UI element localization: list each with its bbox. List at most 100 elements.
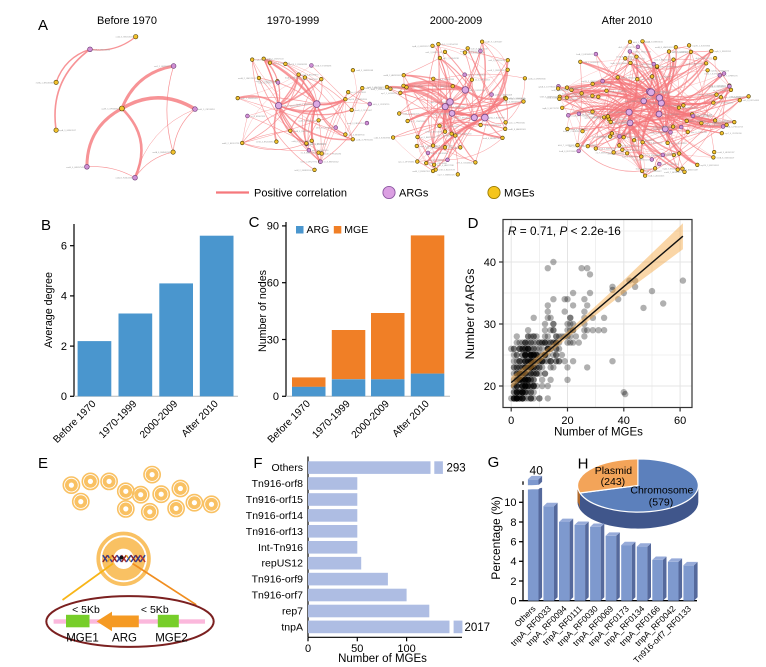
- svg-text:tetM_4_CM251436: tetM_4_CM251436: [662, 113, 680, 116]
- svg-text:tnpA_4_GM215573: tnpA_4_GM215573: [412, 45, 430, 48]
- svg-text:mefA_1_BK538485: mefA_1_BK538485: [36, 81, 54, 84]
- svg-text:lsaE_4_HM258239: lsaE_4_HM258239: [652, 91, 670, 93]
- svg-text:mefA_6_BM846702: mefA_6_BM846702: [152, 151, 171, 154]
- svg-text:rep7_7_CJ665050: rep7_7_CJ665050: [312, 150, 329, 152]
- svg-text:mefA_6_DK747425: mefA_6_DK747425: [402, 113, 420, 116]
- svg-text:sat4_3_BN993245: sat4_3_BN993245: [425, 51, 442, 54]
- svg-text:30: 30: [484, 319, 496, 331]
- svg-text:lsaE_8_HN104108: lsaE_8_HN104108: [471, 48, 489, 50]
- svg-text:MGE2: MGE2: [155, 633, 188, 645]
- svg-text:fexA_5_AM851886: fexA_5_AM851886: [599, 148, 617, 151]
- svg-text:ermB_9_GM939981: ermB_9_GM939981: [282, 106, 301, 108]
- svg-text:Number of nodes: Number of nodes: [257, 270, 269, 352]
- svg-text:vanA_5_BM884630: vanA_5_BM884630: [650, 131, 668, 134]
- svg-text:aadE_2_FM967351: aadE_2_FM967351: [412, 171, 430, 173]
- svg-text:2000-2009: 2000-2009: [430, 15, 483, 27]
- svg-text:50: 50: [351, 643, 363, 655]
- svg-text:mefA_2_AB289982: mefA_2_AB289982: [383, 74, 401, 77]
- svg-text:fexA_7_EM615928: fexA_7_EM615928: [707, 124, 725, 127]
- svg-text:mefA_8_HM318052: mefA_8_HM318052: [655, 46, 674, 49]
- svg-text:repUS_2_FM818990: repUS_2_FM818990: [348, 99, 367, 101]
- svg-text:ermB_9_EF314166: ermB_9_EF314166: [460, 51, 478, 53]
- svg-text:C: C: [249, 214, 260, 231]
- svg-text:Tn916-orf9: Tn916-orf9: [252, 574, 304, 586]
- svg-text:Others: Others: [271, 462, 303, 474]
- svg-text:0: 0: [508, 415, 514, 427]
- svg-text:tnpA_6_FM502191: tnpA_6_FM502191: [621, 76, 639, 79]
- svg-text:catA_3_EJ303936: catA_3_EJ303936: [374, 137, 391, 140]
- svg-text:fexA_2_EK584921: fexA_2_EK584921: [576, 53, 594, 56]
- svg-text:fexA_7_DM328872: fexA_7_DM328872: [509, 98, 527, 101]
- svg-text:Plasmid: Plasmid: [595, 465, 633, 477]
- svg-text:int_5_AM239509: int_5_AM239509: [592, 136, 608, 139]
- svg-text:catA_9_GM695568: catA_9_GM695568: [356, 69, 374, 72]
- svg-text:aphA_7_DM908663: aphA_7_DM908663: [636, 66, 655, 69]
- svg-text:lnuB_3_AF771528: lnuB_3_AF771528: [640, 78, 657, 81]
- svg-text:0: 0: [273, 391, 279, 403]
- svg-text:sat4_5_AJ766892: sat4_5_AJ766892: [671, 142, 688, 145]
- svg-text:2017: 2017: [465, 622, 491, 634]
- svg-text:int_4_FM780721: int_4_FM780721: [682, 107, 698, 110]
- svg-text:tnpA_9_GB967017: tnpA_9_GB967017: [59, 129, 77, 132]
- svg-text:vanA_3_HF721946: vanA_3_HF721946: [571, 114, 589, 117]
- svg-text:lsaE_4_DB943947: lsaE_4_DB943947: [443, 126, 461, 128]
- svg-text:catA_3_GN150631: catA_3_GN150631: [116, 36, 134, 39]
- svg-text:2: 2: [61, 341, 67, 353]
- svg-text:orf9_7_BN943781: orf9_7_BN943781: [443, 58, 460, 60]
- svg-text:tetM_2_DM815530: tetM_2_DM815530: [294, 169, 312, 172]
- svg-text:aadE_8_AM683105: aadE_8_AM683105: [508, 128, 527, 131]
- svg-text:fexA_8_BB580756: fexA_8_BB580756: [483, 137, 501, 140]
- svg-text:30: 30: [267, 334, 279, 346]
- svg-text:1970-1999: 1970-1999: [267, 15, 320, 27]
- svg-text:catA_1_CB767731: catA_1_CB767731: [628, 57, 646, 60]
- svg-text:90: 90: [267, 221, 279, 233]
- svg-text:fexA_8_GK382291: fexA_8_GK382291: [285, 77, 303, 80]
- svg-text:ermB_1_CB436266: ermB_1_CB436266: [429, 163, 447, 165]
- svg-text:rep7_7_GM887225: rep7_7_GM887225: [438, 174, 456, 176]
- svg-text:lsaE_4_AB177838: lsaE_4_AB177838: [437, 164, 454, 167]
- svg-text:aphA_4_BJ609835: aphA_4_BJ609835: [488, 117, 506, 120]
- svg-text:mefA_9_HJ683467: mefA_9_HJ683467: [634, 63, 652, 66]
- svg-text:rep7_9_DN659944: rep7_9_DN659944: [273, 63, 291, 65]
- svg-text:mefA_4_DB240438: mefA_4_DB240438: [293, 130, 311, 133]
- svg-text:tetM_9_BJ935803: tetM_9_BJ935803: [562, 98, 579, 101]
- svg-text:ARG: ARG: [307, 224, 330, 236]
- svg-text:orf9_9_DM399388: orf9_9_DM399388: [660, 66, 677, 68]
- svg-text:int_6_HF290053: int_6_HF290053: [475, 79, 491, 82]
- svg-text:tnpA: tnpA: [281, 621, 303, 633]
- svg-text:int_4_EK521061: int_4_EK521061: [351, 91, 367, 94]
- svg-text:repUS_2_EN190924: repUS_2_EN190924: [700, 165, 719, 167]
- svg-text:orf9_3_BK639700: orf9_3_BK639700: [348, 135, 365, 137]
- svg-text:Tn916-orf15: Tn916-orf15: [246, 494, 303, 506]
- svg-text:fexA_7_BJ587771: fexA_7_BJ587771: [636, 167, 653, 170]
- svg-text:dfrG_9_EK259172: dfrG_9_EK259172: [696, 58, 713, 60]
- svg-text:fexA_7_FB893073: fexA_7_FB893073: [371, 88, 388, 91]
- svg-text:lsaE_9_CF522344: lsaE_9_CF522344: [365, 88, 382, 90]
- svg-text:tetM_5_CN917143: tetM_5_CN917143: [267, 58, 285, 61]
- svg-text:mefA_8_BK833015: mefA_8_BK833015: [646, 40, 664, 43]
- svg-text:< 5Kb: < 5Kb: [141, 604, 169, 616]
- svg-text:repUS_4_GM668051: repUS_4_GM668051: [707, 86, 727, 88]
- svg-text:tetM_4_CJ287411: tetM_4_CJ287411: [672, 51, 689, 54]
- svg-text:< 5Kb: < 5Kb: [72, 604, 100, 616]
- svg-text:100: 100: [397, 643, 415, 655]
- svg-text:lsaE_3_HN458813: lsaE_3_HN458813: [433, 86, 451, 88]
- svg-text:fexA_2_HM796605: fexA_2_HM796605: [367, 86, 385, 89]
- svg-text:lnuB_9_DK189789: lnuB_9_DK189789: [468, 90, 486, 92]
- svg-text:spw_1_DJ239192: spw_1_DJ239192: [596, 84, 613, 86]
- svg-text:6: 6: [510, 536, 516, 548]
- svg-text:int_7_CN470969: int_7_CN470969: [411, 120, 427, 123]
- svg-text:fexA_2_AM495344: fexA_2_AM495344: [297, 103, 315, 106]
- svg-text:tnpA_9_FF628191: tnpA_9_FF628191: [714, 50, 731, 53]
- svg-text:aphA_8_GF448714: aphA_8_GF448714: [610, 122, 628, 125]
- svg-text:tetM_3_AM137443: tetM_3_AM137443: [552, 89, 570, 92]
- svg-text:aadE_1_FM418237: aadE_1_FM418237: [704, 123, 722, 125]
- svg-text:fexA_6_GM263430: fexA_6_GM263430: [709, 85, 727, 88]
- svg-text:orf9_1_EK963818: orf9_1_EK963818: [729, 96, 746, 98]
- svg-text:ARGs: ARGs: [399, 188, 429, 200]
- svg-text:aadE_2_EK201728: aadE_2_EK201728: [222, 143, 240, 145]
- svg-text:tnpA_8_BB139254: tnpA_8_BB139254: [255, 59, 273, 62]
- svg-text:repUS_7_EN468057: repUS_7_EN468057: [468, 75, 487, 77]
- svg-text:ermB_7_AF367827: ermB_7_AF367827: [664, 171, 682, 174]
- svg-text:aphA_5_DB247719: aphA_5_DB247719: [610, 90, 628, 93]
